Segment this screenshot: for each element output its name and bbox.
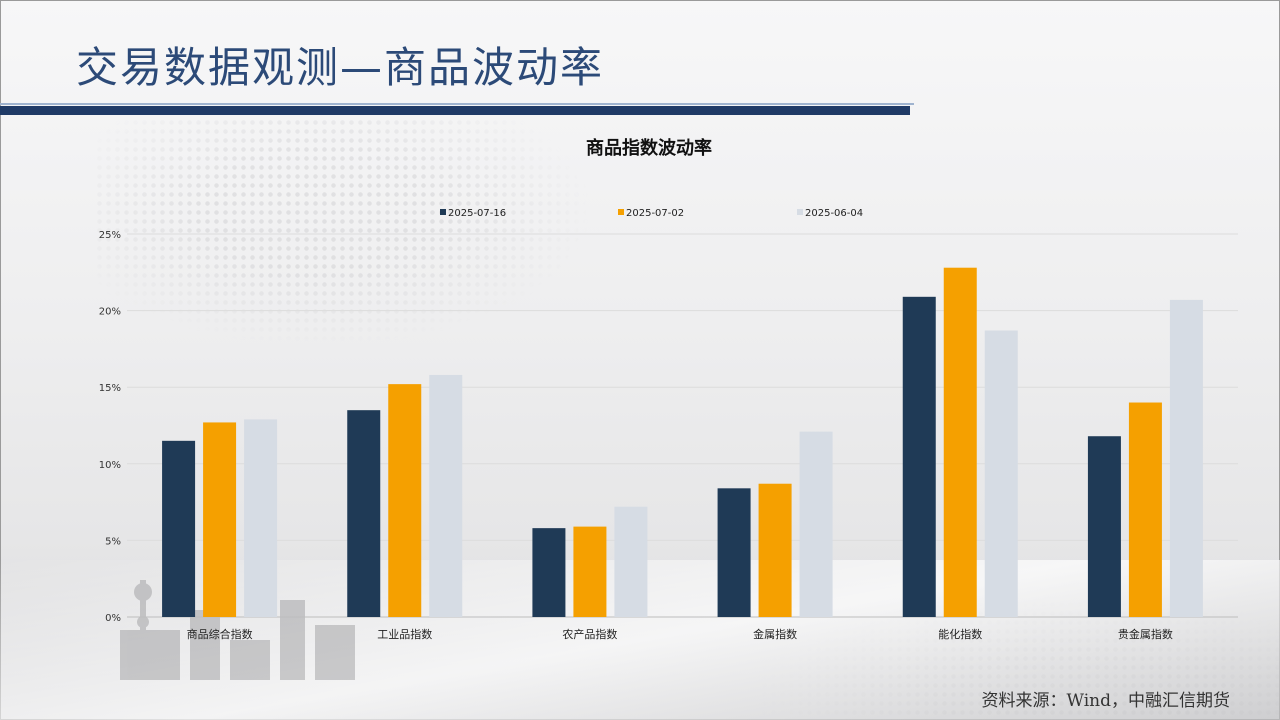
bar: [799, 431, 833, 617]
legend-label: 2025-07-02: [626, 208, 684, 219]
city-skyline-decoration: [120, 580, 355, 680]
x-tick-label: 贵金属指数: [1118, 627, 1173, 641]
legend-label: 2025-07-16: [448, 208, 506, 219]
bar: [162, 440, 196, 617]
y-tick-label: 10%: [99, 460, 121, 471]
x-tick-label: 金属指数: [753, 627, 797, 641]
x-axis: 商品综合指数 工业品指数 农产品指数 金属指数 能化指数 贵金属指数: [187, 627, 1173, 641]
slide-title: 交易数据观测—商品波动率: [76, 43, 605, 92]
bar: [532, 528, 566, 617]
y-axis: 0% 5% 10% 15% 20% 25%: [99, 230, 121, 624]
title-underline-thin: [0, 103, 914, 105]
data-source-note: 资料来源：Wind，中融汇信期货: [981, 691, 1230, 711]
y-tick-label: 5%: [105, 536, 121, 547]
y-tick-label: 20%: [99, 307, 121, 318]
chart-legend: 2025-07-16 2025-07-02 2025-06-04: [440, 208, 863, 219]
legend-label: 2025-06-04: [805, 208, 863, 219]
y-tick-label: 15%: [99, 383, 121, 394]
x-tick-label: 工业品指数: [377, 627, 432, 641]
bar: [347, 410, 381, 617]
bar: [984, 330, 1018, 617]
chart-title: 商品指数波动率: [586, 137, 712, 159]
bar: [758, 483, 792, 617]
y-tick-label: 0%: [105, 613, 121, 624]
bar: [943, 267, 977, 617]
bar: [429, 374, 463, 617]
chart-gridlines: [127, 233, 1238, 618]
bar: [717, 488, 751, 617]
x-tick-label: 农产品指数: [562, 627, 617, 641]
bar: [244, 419, 278, 617]
bar: [1169, 299, 1203, 617]
title-underline-bar: [0, 106, 910, 115]
legend-swatch: [797, 209, 803, 215]
legend-swatch: [618, 209, 624, 215]
bar: [1128, 402, 1162, 617]
x-tick-label: 商品综合指数: [187, 627, 253, 641]
bar: [203, 422, 237, 617]
bar: [902, 296, 936, 617]
bar: [573, 526, 607, 617]
x-tick-label: 能化指数: [938, 627, 982, 641]
legend-swatch: [440, 209, 446, 215]
chart-bars: [162, 267, 1203, 617]
y-tick-label: 25%: [99, 230, 121, 241]
bar: [388, 384, 422, 617]
bar: [614, 506, 648, 617]
bar: [1087, 436, 1121, 617]
world-map-dots: [95, 118, 595, 348]
